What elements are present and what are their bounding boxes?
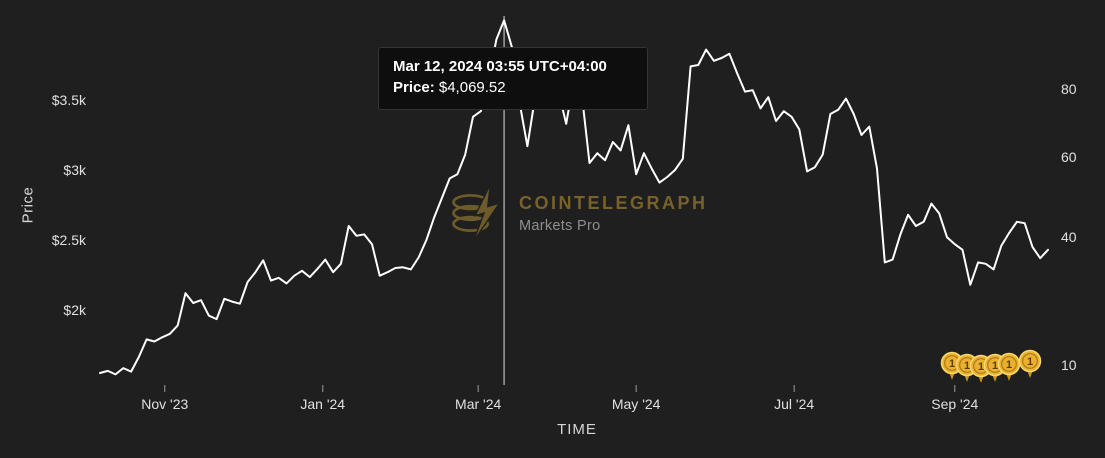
tooltip-price-value: $4,069.52 (438, 79, 506, 96)
cointelegraph-logo-icon (452, 183, 502, 243)
y-axis-left-tick-label: $3k (63, 162, 86, 178)
event-coin-marker-label: 1 (964, 360, 970, 372)
x-axis-tick-marks (164, 385, 956, 392)
x-axis-title: TIME (557, 421, 597, 438)
x-axis-tick-label: May '24 (611, 396, 661, 412)
event-coin-marker-label: 1 (1006, 359, 1012, 371)
event-coin-marker-label: 1 (1027, 356, 1033, 368)
tooltip-datetime: Mar 12, 2024 03:55 UTC+04:00 (393, 58, 607, 75)
y-axis-right-tick-label: 60 (1061, 149, 1077, 165)
event-coin-marker-label: 1 (992, 360, 998, 372)
event-coin-marker[interactable]: 1 (1018, 349, 1042, 379)
watermark-brand-text: COINTELEGRAPH (519, 192, 708, 213)
y-axis-left-tick-label: $2k (63, 302, 86, 318)
x-axis-tick-label: Sep '24 (931, 396, 979, 412)
x-axis-tick-label: Mar '24 (455, 396, 502, 412)
y-axis-right-tick-label: 40 (1061, 229, 1077, 245)
event-coin-marker[interactable]: 1 (997, 352, 1021, 382)
tooltip-price-row: Price: $4,069.52 (393, 77, 633, 99)
tooltip-price-label: Price: (393, 79, 435, 96)
price-tooltip: Mar 12, 2024 03:55 UTC+04:00 Price: $4,0… (378, 47, 648, 110)
y-axis-title: Price (19, 186, 37, 224)
y-axis-right-tick-label: 10 (1061, 357, 1077, 373)
x-axis-tick-label: Jul '24 (774, 396, 815, 412)
y-axis-left-tick-label: $3.5k (51, 92, 86, 108)
watermark: COINTELEGRAPH Markets Pro (449, 183, 708, 243)
x-axis-tick-label: Jan '24 (300, 396, 346, 412)
event-coin-marker-label: 1 (949, 358, 955, 370)
y-axis-left-tick-label: $2.5k (51, 232, 86, 248)
y-axis-right-tick-label: 80 (1061, 81, 1077, 97)
event-coin-marker-label: 1 (978, 361, 984, 373)
x-axis-tick-label: Nov '23 (141, 396, 189, 412)
watermark-product-text: Markets Pro (519, 217, 601, 234)
